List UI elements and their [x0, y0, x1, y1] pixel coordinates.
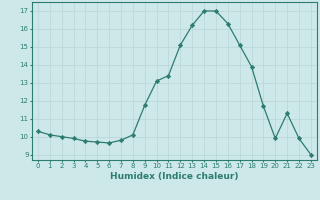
- X-axis label: Humidex (Indice chaleur): Humidex (Indice chaleur): [110, 172, 239, 181]
